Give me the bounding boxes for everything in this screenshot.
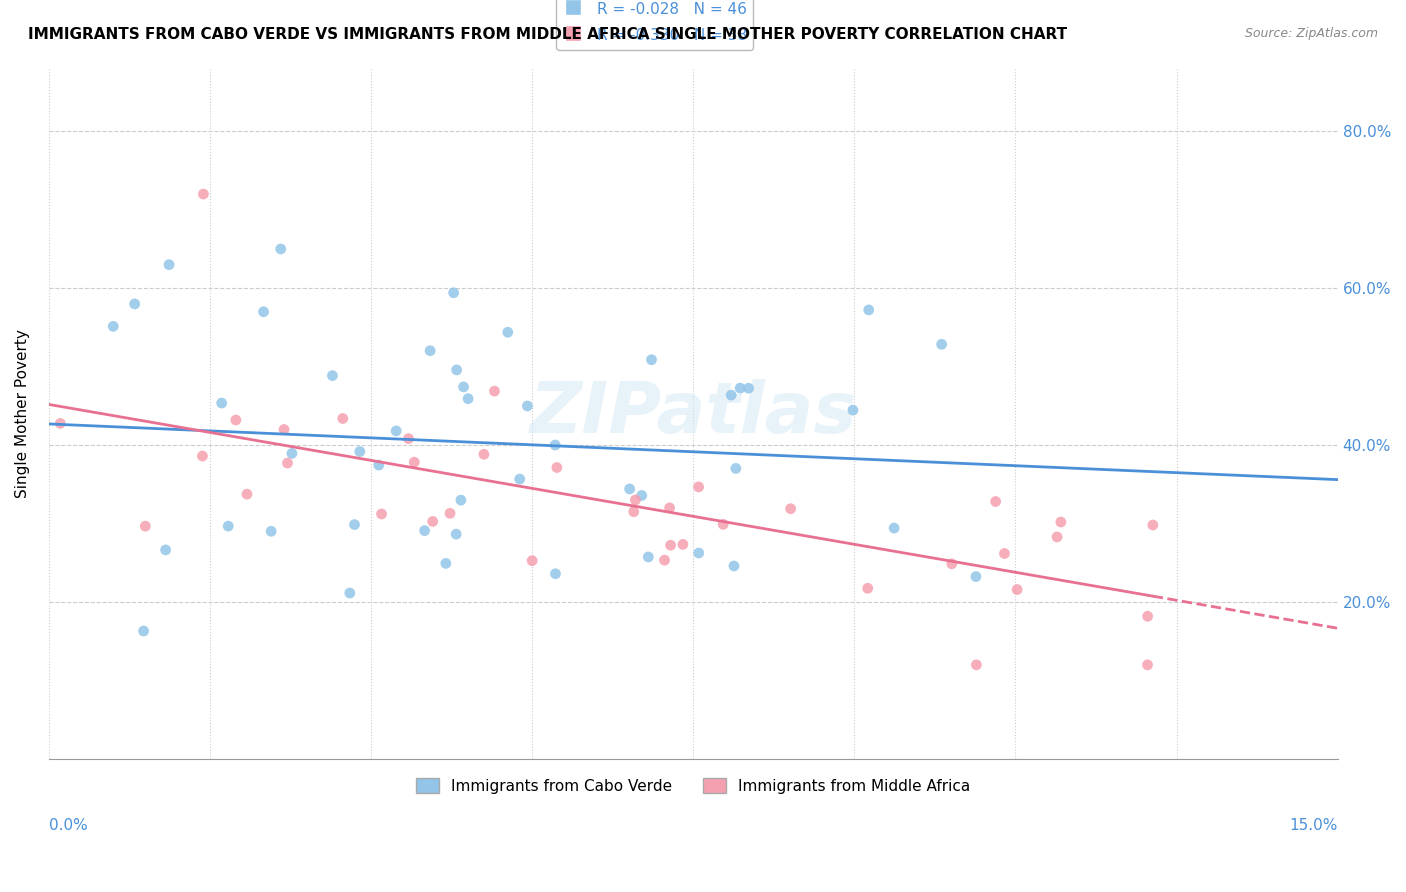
Point xyxy=(443,285,465,300)
Point xyxy=(993,547,1015,561)
Point xyxy=(688,480,710,494)
Point xyxy=(276,456,298,470)
Point xyxy=(509,472,531,486)
Text: 0.0%: 0.0% xyxy=(49,818,87,833)
Point xyxy=(419,343,441,358)
Point xyxy=(270,242,292,256)
Point xyxy=(217,519,239,533)
Point xyxy=(434,557,457,571)
Point xyxy=(457,392,479,406)
Point xyxy=(520,554,543,568)
Text: Source: ZipAtlas.com: Source: ZipAtlas.com xyxy=(1244,27,1378,40)
Point xyxy=(446,363,468,377)
Legend: Immigrants from Cabo Verde, Immigrants from Middle Africa: Immigrants from Cabo Verde, Immigrants f… xyxy=(411,772,976,800)
Point xyxy=(779,501,801,516)
Point xyxy=(413,524,436,538)
Point xyxy=(132,624,155,638)
Point xyxy=(858,302,880,317)
Point xyxy=(720,388,742,402)
Point xyxy=(236,487,259,501)
Point xyxy=(332,411,354,425)
Point xyxy=(984,494,1007,508)
Point xyxy=(619,482,641,496)
Point xyxy=(439,506,461,520)
Point xyxy=(103,319,125,334)
Point xyxy=(49,417,72,431)
Point xyxy=(496,325,519,339)
Text: ZIPatlas: ZIPatlas xyxy=(530,379,856,449)
Point xyxy=(157,258,180,272)
Point xyxy=(640,352,662,367)
Point xyxy=(941,557,963,571)
Point xyxy=(339,586,361,600)
Point xyxy=(453,380,475,394)
Point xyxy=(723,559,745,574)
Text: IMMIGRANTS FROM CABO VERDE VS IMMIGRANTS FROM MIDDLE AFRICA SINGLE MOTHER POVERT: IMMIGRANTS FROM CABO VERDE VS IMMIGRANTS… xyxy=(28,27,1067,42)
Point xyxy=(367,458,389,472)
Point xyxy=(260,524,283,539)
Point xyxy=(516,399,538,413)
Point xyxy=(965,657,987,672)
Point xyxy=(546,460,568,475)
Point xyxy=(225,413,247,427)
Point xyxy=(155,542,177,557)
Point xyxy=(931,337,953,351)
Point xyxy=(672,537,695,551)
Point xyxy=(544,438,567,452)
Point xyxy=(637,549,659,564)
Point xyxy=(965,569,987,583)
Point xyxy=(1136,657,1159,672)
Point xyxy=(450,493,472,508)
Point xyxy=(1050,515,1073,529)
Point xyxy=(711,517,734,532)
Point xyxy=(630,488,652,502)
Point xyxy=(191,449,214,463)
Point xyxy=(472,447,495,461)
Point xyxy=(343,517,366,532)
Point xyxy=(624,492,647,507)
Point xyxy=(281,446,304,460)
Point xyxy=(385,424,408,438)
Point xyxy=(1136,609,1159,624)
Point xyxy=(1005,582,1028,597)
Point xyxy=(349,444,371,458)
Point xyxy=(544,566,567,581)
Y-axis label: Single Mother Poverty: Single Mother Poverty xyxy=(15,329,30,499)
Point xyxy=(688,546,710,560)
Point xyxy=(252,305,274,319)
Point xyxy=(273,422,295,436)
Point xyxy=(883,521,905,535)
Point xyxy=(737,381,759,395)
Point xyxy=(654,553,676,567)
Point xyxy=(1046,530,1069,544)
Point xyxy=(398,432,420,446)
Point xyxy=(842,403,865,417)
Point xyxy=(404,455,426,469)
Point xyxy=(124,297,146,311)
Text: 15.0%: 15.0% xyxy=(1289,818,1337,833)
Point xyxy=(623,505,645,519)
Point xyxy=(724,461,747,475)
Point xyxy=(1142,518,1164,533)
Point xyxy=(484,384,506,398)
Point xyxy=(658,500,681,515)
Point xyxy=(422,515,444,529)
Point xyxy=(659,538,682,552)
Point xyxy=(728,381,751,395)
Point xyxy=(444,527,467,541)
Point xyxy=(856,582,879,596)
Point xyxy=(134,519,156,533)
Point xyxy=(321,368,343,383)
Point xyxy=(211,396,233,410)
Point xyxy=(193,187,215,202)
Point xyxy=(370,507,392,521)
